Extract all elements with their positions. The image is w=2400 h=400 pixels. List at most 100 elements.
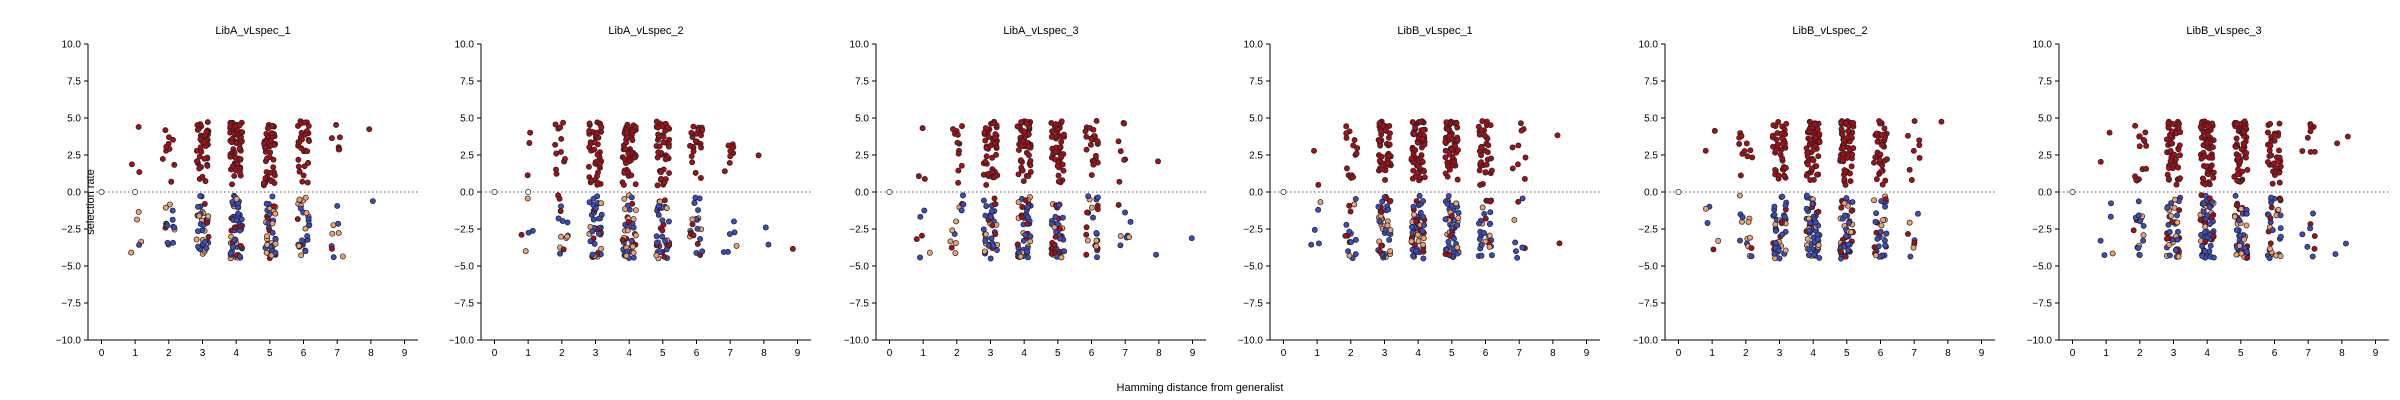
data-point-positive [1803, 145, 1810, 152]
data-point-negative [1117, 233, 1124, 240]
data-point-negative [2206, 221, 2213, 227]
data-point-negative [1915, 210, 1921, 217]
y-tick-label: −5.0 [1638, 262, 1658, 273]
data-point-negative [339, 253, 346, 260]
data-point-negative [2199, 253, 2206, 260]
data-point-negative [1911, 239, 1918, 246]
data-point-negative [559, 218, 566, 225]
data-point-positive [1020, 138, 1026, 145]
data-point-negative [2277, 212, 2284, 219]
data-point-negative [981, 248, 988, 255]
data-point-positive [2234, 177, 2241, 184]
data-point-negative [1906, 219, 1913, 226]
data-point-negative [630, 254, 637, 261]
data-point-negative [235, 210, 241, 217]
data-point-negative [1511, 217, 1518, 223]
data-point-negative [1515, 198, 1522, 205]
data-point-negative [269, 193, 276, 200]
data-point-positive [1088, 172, 1095, 178]
data-point-positive [2176, 142, 2183, 149]
data-point-negative [720, 249, 727, 256]
data-point-positive [1351, 136, 1358, 143]
data-point-positive [654, 124, 661, 131]
y-tick-label: 10.0 [2033, 40, 2053, 51]
data-point-positive [2266, 147, 2273, 154]
data-point-negative [1486, 221, 1493, 228]
x-tick-label: 9 [1584, 348, 1590, 359]
data-point-negative [1804, 235, 1811, 242]
data-point-positive [1843, 119, 1850, 126]
data-point-negative [162, 204, 169, 211]
data-point-negative [952, 250, 959, 257]
data-point-positive [300, 172, 307, 179]
data-point-negative [2137, 218, 2144, 225]
data-point-positive [1841, 176, 1848, 183]
data-point-negative [1084, 209, 1090, 216]
data-point-positive [1412, 147, 1419, 153]
x-tick-label: 0 [99, 348, 105, 359]
data-point-positive [1386, 152, 1393, 159]
data-point-negative [263, 249, 270, 256]
x-tick-label: 3 [593, 348, 599, 359]
data-point-negative [2171, 204, 2178, 211]
data-point-negative [2233, 227, 2240, 234]
data-point-positive [2271, 137, 2278, 144]
data-point-negative [921, 207, 928, 214]
data-point-positive [1813, 163, 1820, 169]
data-point-positive [2140, 136, 2147, 143]
data-point-positive [1025, 143, 1032, 150]
data-point-positive [2198, 155, 2205, 162]
x-tick-label: 1 [2103, 348, 2109, 359]
data-point-negative [2238, 250, 2245, 257]
data-point-negative [1519, 195, 1526, 202]
data-point-positive [1445, 126, 1451, 133]
data-point-negative [2268, 204, 2275, 211]
data-point-positive [2234, 170, 2241, 177]
data-point-negative [233, 196, 240, 202]
data-point-positive [588, 177, 595, 184]
x-tick-label: 8 [368, 348, 374, 359]
data-point-negative [789, 245, 796, 252]
data-point-positive [227, 123, 234, 129]
data-point-positive [170, 136, 176, 143]
data-point-positive [306, 138, 313, 145]
data-point-positive [2132, 122, 2139, 129]
data-point-positive [2136, 133, 2143, 140]
data-point-positive [654, 154, 661, 161]
data-point-negative [958, 207, 965, 214]
x-axis-label: Hamming distance from generalist [1116, 382, 1284, 394]
data-point-negative [663, 246, 670, 253]
data-point-negative [1413, 218, 1420, 225]
data-point-negative [653, 252, 660, 259]
data-point-positive [197, 144, 204, 151]
data-point-negative [653, 233, 660, 240]
data-point-negative [1880, 216, 1887, 223]
x-tick-label: 8 [2339, 348, 2345, 359]
x-tick-label: 7 [334, 348, 340, 359]
y-tick-label: −5.0 [849, 262, 869, 273]
data-point-negative [1083, 231, 1090, 238]
data-point-positive [199, 173, 206, 180]
data-point-negative [1410, 252, 1417, 259]
data-point-positive [262, 144, 268, 151]
data-point-positive [301, 163, 308, 170]
y-tick-label: −2.5 [1638, 225, 1658, 236]
x-tick-label: 1 [1314, 348, 1320, 359]
data-point-positive [2175, 164, 2182, 171]
data-point-negative [1715, 237, 1722, 244]
data-point-negative [1342, 232, 1349, 239]
data-point-positive [1738, 132, 1745, 139]
data-point-negative [136, 241, 143, 248]
y-tick-label: −2.5 [1243, 225, 1263, 236]
panel-title: LibA_vLspec_3 [1003, 25, 1078, 37]
data-point-negative [913, 236, 920, 243]
data-point-negative [1747, 234, 1753, 241]
data-point-positive [2276, 179, 2283, 186]
data-point-negative [263, 200, 270, 207]
data-point-negative [1447, 233, 1454, 239]
data-point-positive [2203, 139, 2210, 146]
data-point-positive [955, 179, 962, 186]
x-tick-label: 2 [559, 348, 565, 359]
data-point-negative [1455, 209, 1462, 216]
